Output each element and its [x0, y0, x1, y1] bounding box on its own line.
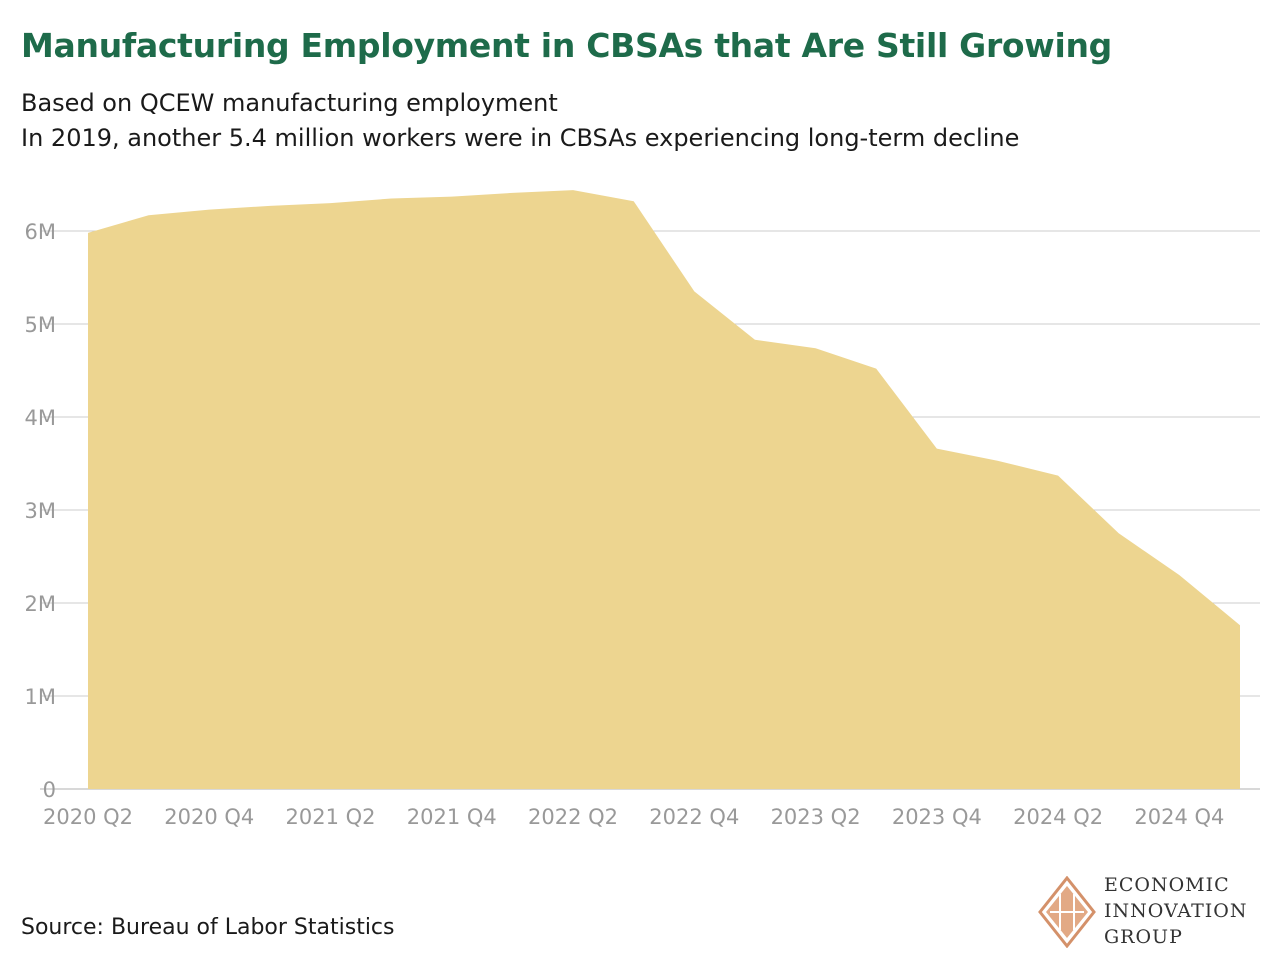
chart-subtitle-2: In 2019, another 5.4 million workers wer… [21, 124, 1020, 152]
y-tick-label: 1M [25, 685, 56, 709]
area-series [88, 190, 1240, 790]
x-tick-label: 2021 Q4 [407, 805, 497, 829]
x-tick-label: 2023 Q2 [771, 805, 861, 829]
y-tick-label: 5M [25, 313, 56, 337]
area-fill [88, 190, 1240, 790]
x-tick-label: 2024 Q4 [1134, 805, 1224, 829]
x-tick-label: 2020 Q4 [164, 805, 254, 829]
x-tick-label: 2024 Q2 [1013, 805, 1103, 829]
x-tick-label: 2022 Q4 [649, 805, 739, 829]
x-tick-label: 2021 Q2 [286, 805, 376, 829]
y-axis-ticks: 0 1M 2M 3M 4M 5M 6M [25, 220, 56, 802]
x-axis-ticks: 2020 Q2 2020 Q4 2021 Q2 2021 Q4 2022 Q2 2022 … [43, 805, 1224, 829]
chart-subtitle-1: Based on QCEW manufacturing employment [21, 89, 558, 117]
y-tick-label: 4M [25, 406, 56, 430]
x-tick-label: 2020 Q2 [43, 805, 133, 829]
y-tick-label: 0 [43, 778, 56, 802]
y-tick-label: 6M [25, 220, 56, 244]
y-tick-label: 3M [25, 499, 56, 523]
x-tick-label: 2023 Q4 [892, 805, 982, 829]
logo-text-line-1: ECONOMIC [1104, 874, 1230, 896]
chart-title: Manufacturing Employment in CBSAs that A… [21, 26, 1113, 65]
diamond-logo-icon [1038, 876, 1096, 948]
logo-text-line-3: GROUP [1104, 926, 1183, 948]
eig-logo: ECONOMIC INNOVATION GROUP [1038, 872, 1268, 952]
logo-text-line-2: INNOVATION [1104, 900, 1248, 922]
area-chart: 0 1M 2M 3M 4M 5M 6M 2020 Q2 2020 Q4 2021 Q2 2021 … [25, 190, 1260, 829]
y-tick-label: 2M [25, 592, 56, 616]
source-note: Source: Bureau of Labor Statistics [21, 915, 395, 940]
x-tick-label: 2022 Q2 [528, 805, 618, 829]
